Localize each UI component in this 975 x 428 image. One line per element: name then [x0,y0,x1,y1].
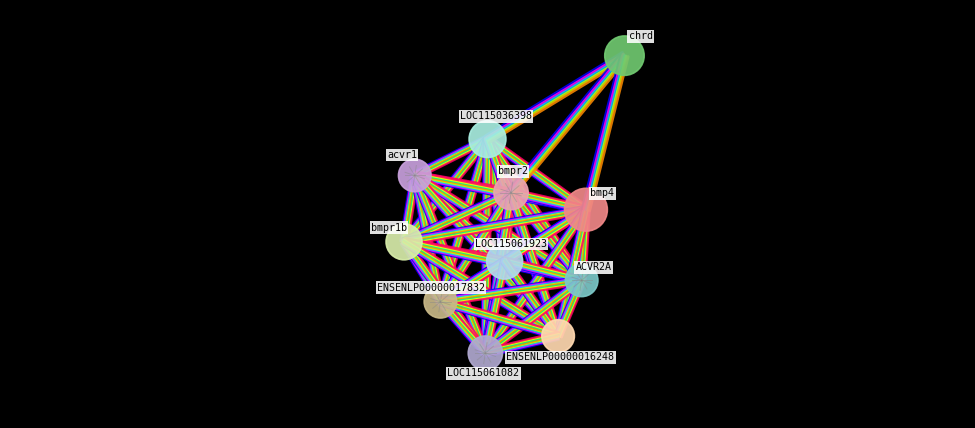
Circle shape [468,336,502,370]
Text: ENSENLP00000017832: ENSENLP00000017832 [377,282,485,293]
Circle shape [469,121,506,158]
Text: bmp4: bmp4 [590,188,614,199]
Text: acvr1: acvr1 [387,150,417,160]
Circle shape [487,243,523,279]
Circle shape [424,285,456,318]
Text: LOC115036398: LOC115036398 [460,111,532,122]
Circle shape [494,175,528,210]
Text: bmpr1b: bmpr1b [371,223,407,233]
Circle shape [386,224,422,260]
Text: ENSENLP00000016248: ENSENLP00000016248 [506,352,614,363]
Circle shape [566,264,598,297]
Circle shape [565,188,607,231]
Circle shape [399,159,431,192]
Circle shape [604,36,644,75]
Text: LOC115061082: LOC115061082 [448,368,520,378]
Circle shape [542,320,574,352]
Text: LOC115061923: LOC115061923 [475,239,547,249]
Text: ACVR2A: ACVR2A [575,262,611,273]
Text: bmpr2: bmpr2 [498,166,528,176]
Text: chrd: chrd [629,31,652,42]
